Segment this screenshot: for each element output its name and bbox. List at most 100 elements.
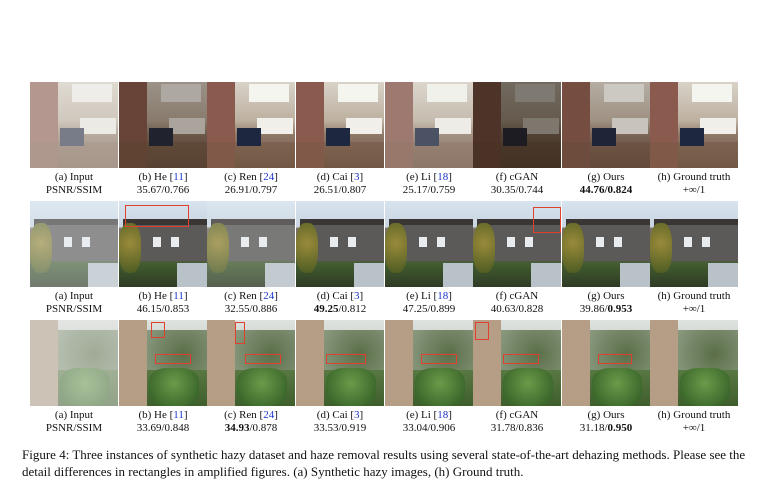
detail-rectangle xyxy=(245,354,281,364)
result-cell: (d) Cai [3] 49.25/0.812 xyxy=(296,201,384,316)
cell-label: (b) He [11] xyxy=(138,171,188,183)
result-cell: (d) Cai [3] 33.53/0.919 xyxy=(296,320,384,435)
cell-label: (a) Input xyxy=(54,409,94,421)
cell-label: (d) Cai [3] xyxy=(316,409,364,421)
result-cell: (e) Li [18] 47.25/0.899 xyxy=(385,201,473,316)
hazy-input-image xyxy=(30,320,118,406)
cgan-result-image xyxy=(473,320,561,406)
result-cell: (g) Ours 44.76/0.824 xyxy=(562,82,650,197)
cell-label: (d) Cai [3] xyxy=(316,290,364,302)
cell-metric: 44.76/0.824 xyxy=(579,184,633,196)
detail-rectangle xyxy=(475,322,489,340)
cell-label: (d) Cai [3] xyxy=(316,171,364,183)
detail-rectangle xyxy=(235,322,245,344)
ground-truth-image xyxy=(650,201,738,287)
result-cell: (f) cGAN 31.78/0.836 xyxy=(473,320,561,435)
cell-metric: +∞/1 xyxy=(682,184,706,196)
ren-result-image xyxy=(207,201,295,287)
cell-label: (e) Li [18] xyxy=(406,171,452,183)
cgan-result-image xyxy=(473,82,561,168)
cgan-result-image xyxy=(473,201,561,287)
cai-result-image xyxy=(296,320,384,406)
result-cell: (a) Input PSNR/SSIM xyxy=(30,201,118,316)
cell-metric: 33.53/0.919 xyxy=(313,422,367,434)
cell-label: (a) Input xyxy=(54,290,94,302)
result-cell: (a) Input PSNR/SSIM xyxy=(30,320,118,435)
cell-metric: 33.69/0.848 xyxy=(136,422,190,434)
hazy-input-image xyxy=(30,82,118,168)
cell-label: (b) He [11] xyxy=(138,409,188,421)
hazy-input-image xyxy=(30,201,118,287)
he-result-image xyxy=(119,201,207,287)
figure-caption: Figure 4: Three instances of synthetic h… xyxy=(22,447,746,479)
cell-label: (f) cGAN xyxy=(495,290,539,302)
he-result-image xyxy=(119,82,207,168)
detail-rectangle xyxy=(503,354,539,364)
cell-metric: 49.25/0.812 xyxy=(313,303,367,315)
cell-label: (e) Li [18] xyxy=(406,409,452,421)
ours-result-image xyxy=(562,320,650,406)
detail-rectangle xyxy=(598,354,632,364)
he-result-image xyxy=(119,320,207,406)
cell-metric: +∞/1 xyxy=(682,422,706,434)
cell-label: (f) cGAN xyxy=(495,409,539,421)
detail-rectangle xyxy=(533,207,561,233)
result-cell: (c) Ren [24] 26.91/0.797 xyxy=(207,82,295,197)
result-cell: (e) Li [18] 33.04/0.906 xyxy=(385,320,473,435)
cell-metric: 33.04/0.906 xyxy=(402,422,456,434)
cell-label: (g) Ours xyxy=(587,171,625,183)
cell-label: (c) Ren [24] xyxy=(224,171,278,183)
ren-result-image xyxy=(207,320,295,406)
cell-label: (a) Input xyxy=(54,171,94,183)
result-cell: (g) Ours 39.86/0.953 xyxy=(562,201,650,316)
cai-result-image xyxy=(296,201,384,287)
result-cell: (c) Ren [24] 34.93/0.878 xyxy=(207,320,295,435)
cell-metric: 39.86/0.953 xyxy=(579,303,633,315)
li-result-image xyxy=(385,82,473,168)
detail-rectangle xyxy=(151,322,165,338)
result-cell: (b) He [11] 35.67/0.766 xyxy=(119,82,207,197)
ground-truth-image xyxy=(650,320,738,406)
cell-label: (h) Ground truth xyxy=(657,171,731,183)
cell-metric: 32.55/0.886 xyxy=(224,303,278,315)
result-cell: (h) Ground truth +∞/1 xyxy=(650,320,738,435)
cell-label: (g) Ours xyxy=(587,409,625,421)
cell-label: (c) Ren [24] xyxy=(224,409,278,421)
result-cell: (h) Ground truth +∞/1 xyxy=(650,201,738,316)
cell-metric: 26.51/0.807 xyxy=(313,184,367,196)
cai-result-image xyxy=(296,82,384,168)
cell-metric: 31.18/0.950 xyxy=(579,422,633,434)
result-cell: (e) Li [18] 25.17/0.759 xyxy=(385,82,473,197)
cell-metric: 47.25/0.899 xyxy=(402,303,456,315)
ours-result-image xyxy=(562,82,650,168)
cell-metric: 40.63/0.828 xyxy=(490,303,544,315)
result-cell: (f) cGAN 30.35/0.744 xyxy=(473,82,561,197)
cell-metric: 26.91/0.797 xyxy=(224,184,278,196)
cell-metric: 46.15/0.853 xyxy=(136,303,190,315)
li-result-image xyxy=(385,320,473,406)
cell-label: (c) Ren [24] xyxy=(224,290,278,302)
cell-metric: PSNR/SSIM xyxy=(45,422,103,434)
detail-rectangle xyxy=(421,354,457,364)
cell-metric: 30.35/0.744 xyxy=(490,184,544,196)
cell-metric: 34.93/0.878 xyxy=(224,422,278,434)
cell-label: (f) cGAN xyxy=(495,171,539,183)
ren-result-image xyxy=(207,82,295,168)
detail-rectangle xyxy=(155,354,191,364)
cell-metric: 31.78/0.836 xyxy=(490,422,544,434)
detail-rectangle xyxy=(125,205,189,227)
result-cell: (b) He [11] 33.69/0.848 xyxy=(119,320,207,435)
result-cell: (f) cGAN 40.63/0.828 xyxy=(473,201,561,316)
result-cell: (d) Cai [3] 26.51/0.807 xyxy=(296,82,384,197)
result-cell: (b) He [11] 46.15/0.853 xyxy=(119,201,207,316)
cell-label: (h) Ground truth xyxy=(657,290,731,302)
result-cell: (a) Input PSNR/SSIM xyxy=(30,82,118,197)
cell-metric: 35.67/0.766 xyxy=(136,184,190,196)
cell-metric: +∞/1 xyxy=(682,303,706,315)
cell-metric: PSNR/SSIM xyxy=(45,303,103,315)
cell-metric: PSNR/SSIM xyxy=(45,184,103,196)
detail-rectangle xyxy=(326,354,366,364)
li-result-image xyxy=(385,201,473,287)
cell-label: (h) Ground truth xyxy=(657,409,731,421)
result-cell: (c) Ren [24] 32.55/0.886 xyxy=(207,201,295,316)
